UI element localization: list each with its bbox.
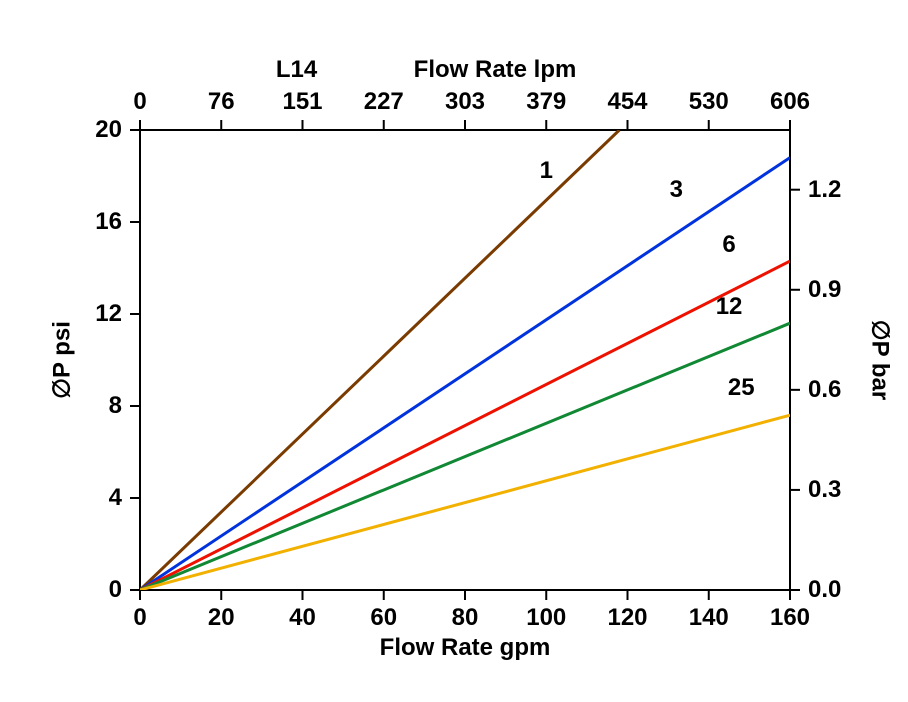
series-label-3: 3 — [670, 176, 683, 204]
series-label-12: 12 — [716, 293, 743, 321]
x-top-tick-7: 530 — [689, 88, 729, 116]
x-top-tick-2: 151 — [282, 88, 322, 116]
y-left-title: ∅P psi — [48, 321, 77, 399]
x-top-tick-6: 454 — [607, 88, 647, 116]
y-right-tick-4: 1.2 — [808, 176, 841, 204]
y-left-tick-3: 12 — [95, 300, 122, 328]
series-label-25: 25 — [728, 374, 755, 402]
y-right-tick-0: 0.0 — [808, 576, 841, 604]
y-right-tick-3: 0.9 — [808, 276, 841, 304]
x-top-tick-5: 379 — [526, 88, 566, 116]
x-bottom-tick-3: 60 — [370, 604, 397, 632]
x-bottom-tick-4: 80 — [452, 604, 479, 632]
x-top-tick-8: 606 — [770, 88, 810, 116]
x-bottom-tick-2: 40 — [289, 604, 316, 632]
x-top-tick-4: 303 — [445, 88, 485, 116]
y-left-tick-2: 8 — [109, 392, 122, 420]
x-top-tick-0: 0 — [133, 88, 146, 116]
y-right-tick-2: 0.6 — [808, 376, 841, 404]
y-left-tick-1: 4 — [109, 484, 122, 512]
x-bottom-tick-6: 120 — [607, 604, 647, 632]
x-top-tick-3: 227 — [364, 88, 404, 116]
y-left-tick-5: 20 — [95, 116, 122, 144]
series-label-1: 1 — [540, 157, 553, 185]
y-right-tick-1: 0.3 — [808, 476, 841, 504]
x-bottom-tick-0: 0 — [133, 604, 146, 632]
series-label-6: 6 — [722, 231, 735, 259]
model-label: L14 — [276, 56, 317, 84]
y-left-tick-4: 16 — [95, 208, 122, 236]
x-bottom-tick-5: 100 — [526, 604, 566, 632]
x-top-title: Flow Rate lpm — [414, 56, 577, 84]
x-bottom-tick-7: 140 — [689, 604, 729, 632]
x-bottom-title: Flow Rate gpm — [380, 634, 551, 662]
y-right-title: ∅P bar — [866, 320, 895, 401]
y-left-tick-0: 0 — [109, 576, 122, 604]
x-bottom-tick-1: 20 — [208, 604, 235, 632]
x-top-tick-1: 76 — [208, 88, 235, 116]
pressure-drop-chart: 020406080100120140160Flow Rate gpm076151… — [0, 0, 908, 702]
x-bottom-tick-8: 160 — [770, 604, 810, 632]
